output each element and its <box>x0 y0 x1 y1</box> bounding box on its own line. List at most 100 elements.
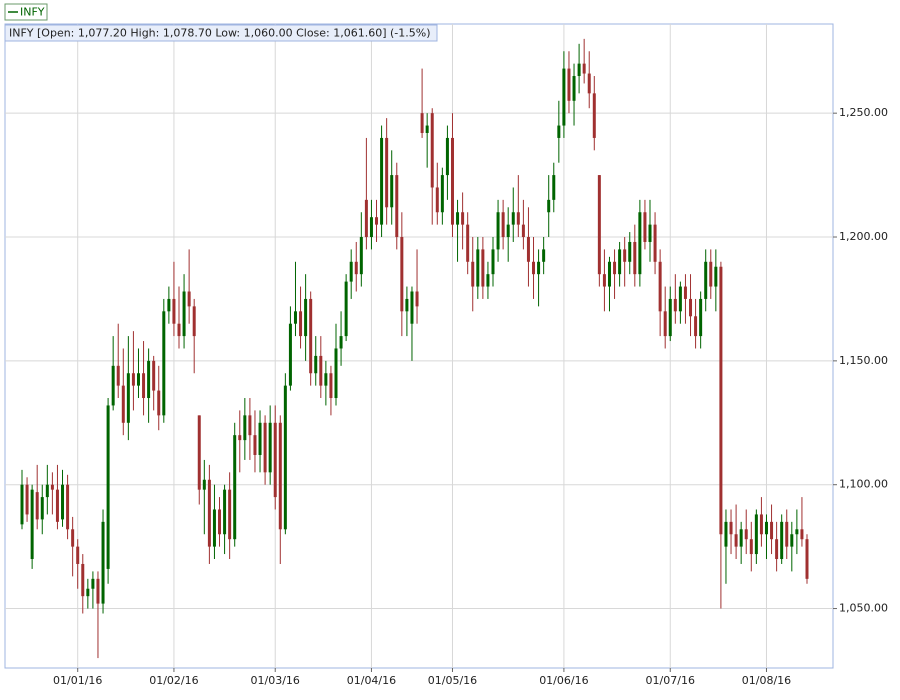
candle-body <box>369 217 373 238</box>
candle-body <box>121 385 125 423</box>
x-tick-label: 01/07/16 <box>646 674 695 687</box>
candle-body <box>233 435 237 540</box>
candle-body <box>334 348 338 399</box>
candle-body <box>106 405 110 569</box>
candle-body <box>314 355 318 374</box>
candle-body <box>450 137 454 225</box>
candle-body <box>628 241 632 262</box>
candle-body <box>339 336 343 349</box>
candle-body <box>623 249 627 262</box>
candle-body <box>167 298 171 312</box>
candle-body <box>30 489 34 560</box>
candle-body <box>805 539 809 579</box>
candle-body <box>739 529 743 547</box>
candle-body <box>283 385 287 530</box>
candle-body <box>136 373 140 386</box>
candle-body <box>25 484 29 515</box>
candle-body <box>592 93 596 138</box>
candle-body <box>790 534 794 547</box>
candle-body <box>754 514 758 555</box>
candle-body <box>162 311 166 416</box>
candle-body <box>410 291 414 324</box>
candle-body <box>481 249 485 287</box>
candle-body <box>618 249 622 275</box>
x-tick-label: 01/03/16 <box>251 674 300 687</box>
candle-body <box>643 212 647 242</box>
candle-body <box>749 539 753 555</box>
candle-body <box>562 68 566 126</box>
candle-body <box>197 415 201 490</box>
candle-body <box>212 509 216 547</box>
info-label: INFY [Open: 1,077.20 High: 1,078.70 Low:… <box>9 27 431 40</box>
candle-body <box>101 521 105 604</box>
candle-body <box>91 578 95 589</box>
candle-body <box>359 237 363 275</box>
candle-body <box>689 298 693 317</box>
candle-body <box>668 298 672 337</box>
candle-body <box>182 291 186 337</box>
candle-body <box>405 298 409 312</box>
candle-body <box>770 521 774 540</box>
candle-body <box>50 484 54 490</box>
candle-body <box>223 489 227 535</box>
candle-body <box>734 534 738 547</box>
candle-body <box>602 274 606 287</box>
candle-body <box>152 360 156 391</box>
legend-label: INFY <box>20 6 45 19</box>
candle-body <box>420 113 424 133</box>
candle-body <box>319 355 323 386</box>
candle-body <box>425 125 429 133</box>
candle-body <box>400 237 404 312</box>
candle-body <box>40 497 44 520</box>
candle-body <box>430 113 434 188</box>
x-tick-label: 01/05/16 <box>428 674 477 687</box>
candle-body <box>607 261 611 287</box>
candle-body <box>521 224 525 238</box>
legend-box <box>4 3 48 21</box>
candle-body <box>577 63 581 77</box>
candle-body <box>511 212 515 225</box>
candle-body <box>506 224 510 238</box>
candle-body <box>147 360 151 399</box>
candle-body <box>673 298 677 312</box>
y-tick-label: 1,050.00 <box>839 602 888 615</box>
candle-body <box>380 137 384 225</box>
candle-body <box>557 125 561 138</box>
candle-body <box>157 390 161 416</box>
candle-body <box>243 415 247 441</box>
candle-body <box>364 199 368 238</box>
candle-body <box>45 484 49 498</box>
candle-body <box>116 365 120 386</box>
candle-body <box>299 311 303 337</box>
candle-body <box>435 187 439 213</box>
candle-body <box>775 539 779 560</box>
candle-body <box>704 261 708 299</box>
info-box <box>4 24 438 42</box>
candle-body <box>648 224 652 242</box>
candle-body <box>131 373 135 386</box>
candle-body <box>658 261 662 312</box>
candle-body <box>476 249 480 287</box>
candles <box>20 38 809 659</box>
candle-body <box>537 261 541 275</box>
candle-body <box>638 212 642 275</box>
candle-body <box>238 435 242 441</box>
candle-body <box>653 224 657 262</box>
candle-body <box>516 212 520 225</box>
candle-body <box>253 435 257 455</box>
candle-body <box>461 212 465 225</box>
candle-body <box>780 521 784 560</box>
candle-body <box>699 298 703 337</box>
candle-body <box>486 274 490 287</box>
x-tick-label: 01/04/16 <box>347 674 396 687</box>
candle-body <box>344 281 348 337</box>
y-tick-label: 1,200.00 <box>839 230 888 243</box>
candle-body <box>547 199 551 213</box>
candle-body <box>278 422 282 530</box>
candle-body <box>187 291 191 307</box>
y-tick-label: 1,150.00 <box>839 354 888 367</box>
candle-body <box>228 489 232 540</box>
candle-body <box>729 521 733 535</box>
candle-body <box>714 266 718 287</box>
